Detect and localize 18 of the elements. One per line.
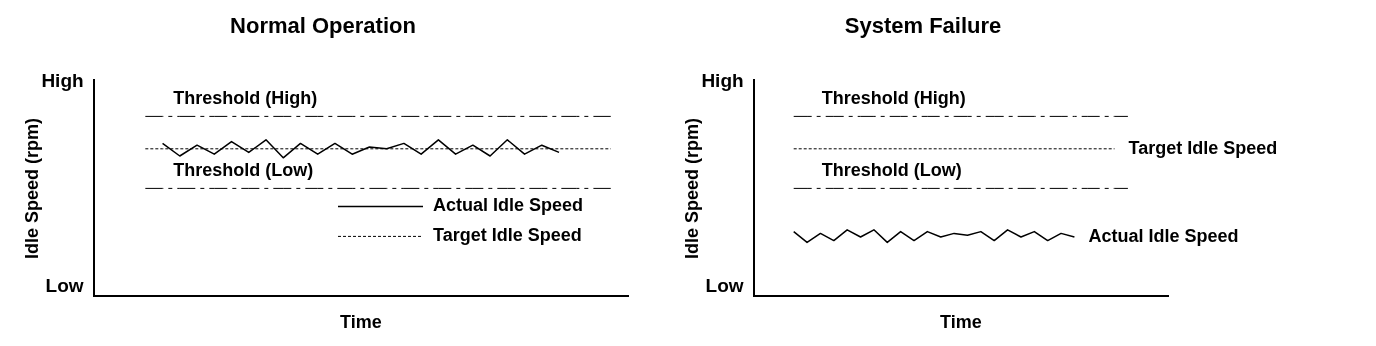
y-axis-title: Idle Speed (rpm) [21,117,42,259]
chart-title: System Failure [844,13,1002,39]
text: High [41,70,84,92]
x-axis-title: Time [339,312,382,333]
series-label: Target Idle Speed [1128,137,1278,158]
series-label: Threshold (High) [173,88,318,109]
legend-label: Actual Idle Speed [433,195,584,216]
legend-label: Target Idle Speed [433,225,582,246]
series-label: Threshold (Low) [173,160,314,181]
text: Low [705,275,744,297]
y-axis-title: Idle Speed (rpm) [681,117,702,259]
x-axis-title: Time [939,312,982,333]
text: Low [45,275,84,297]
series-label: Actual Idle Speed [1088,225,1239,246]
series-label: Threshold (Low) [821,160,962,181]
chart-title: Normal Operation [230,13,416,39]
text: High [701,70,744,92]
series-label: Threshold (High) [821,88,966,109]
